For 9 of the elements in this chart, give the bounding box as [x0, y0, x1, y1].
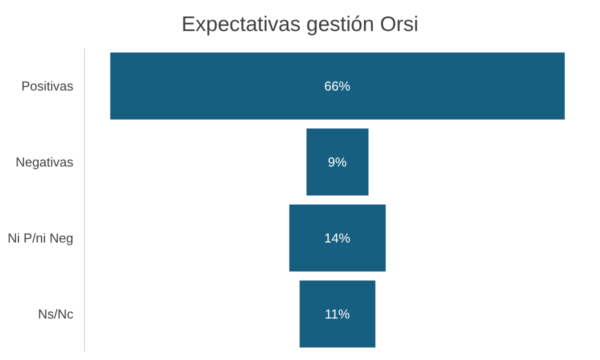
data-label: 66% [324, 78, 351, 94]
text: Expectativas gestión Orsi [182, 12, 418, 36]
data-label: 14% [324, 230, 351, 246]
category-label: Negativas [16, 154, 74, 170]
category-label: Positivas [21, 78, 74, 94]
category-label: Ni P/ni Neg [8, 230, 74, 246]
data-label: 11% [324, 306, 350, 322]
data-label: 9% [328, 154, 348, 170]
category-label: Ns/Nc [38, 306, 74, 322]
